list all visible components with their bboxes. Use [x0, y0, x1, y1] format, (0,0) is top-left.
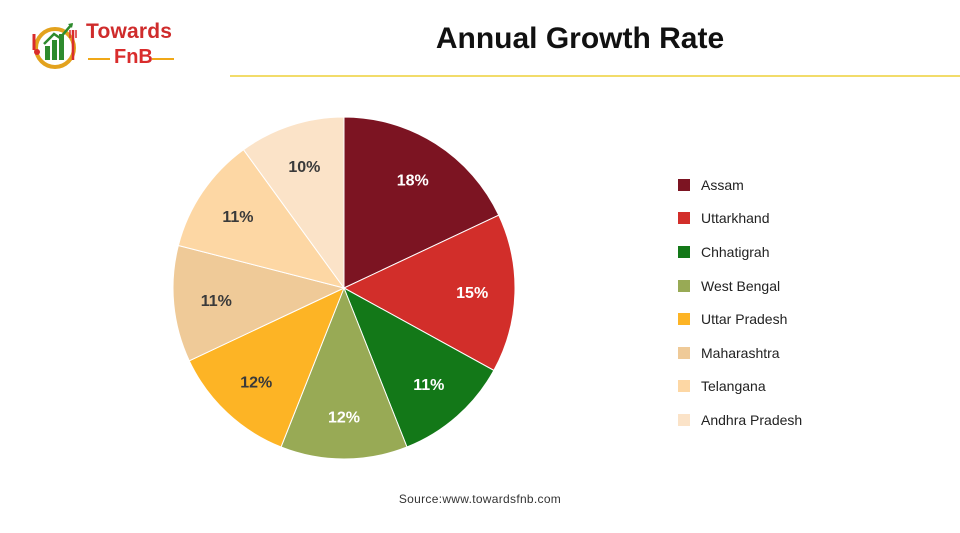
legend-label: Andhra Pradesh [701, 411, 803, 428]
legend-swatch [678, 178, 690, 191]
logo-wordmark-top: Towards [86, 20, 173, 43]
legend-label: Assam [701, 176, 744, 193]
pie-data-label-chhatigrah: 11% [413, 377, 444, 394]
legend-swatch [678, 380, 690, 393]
legend-item-andhra-pradesh: Andhra Pradesh [678, 403, 802, 437]
logo-dash-left [88, 58, 110, 60]
legend-label: Telangana [701, 378, 766, 395]
legend-item-assam: Assam [678, 168, 802, 202]
pie-slice-assam [343, 116, 500, 289]
legend-swatch [678, 313, 690, 326]
legend-label: Chhatigrah [701, 243, 770, 260]
pie-data-label-maharashtra: 11% [201, 293, 232, 310]
pie-slice-maharashtra [172, 244, 346, 362]
title-underline [230, 75, 960, 77]
pie-slice-andhra-pradesh [242, 116, 345, 290]
legend-swatch [678, 346, 690, 359]
pie-chart: 18% 15% 11% 12% 12% 11% 11% 10% [172, 116, 516, 460]
pie-data-label-andhra-pradesh: 10% [288, 159, 320, 176]
legend-label: West Bengal [701, 277, 781, 294]
logo-wordmark-bottom: FnB [114, 46, 153, 68]
food-growth-icon [32, 23, 77, 69]
pie-slice-chhatigrah [343, 286, 495, 448]
legend-swatch [678, 212, 690, 225]
pie-data-label-uttar-pradesh: 12% [240, 374, 272, 391]
pie-data-label-uttarkhand: 15% [456, 285, 488, 302]
legend-label: Maharashtra [701, 344, 780, 361]
legend-item-chhatigrah: Chhatigrah [678, 235, 802, 269]
legend-item-uttarkhand: Uttarkhand [678, 202, 802, 236]
chart-legend: Assam Uttarkhand Chhatigrah West Bengal Utta… [678, 168, 802, 437]
legend-label: Uttar Pradesh [701, 311, 788, 328]
legend-swatch [678, 413, 690, 426]
pie-data-label-west-bengal: 12% [328, 409, 360, 426]
legend-item-telangana: Telangana [678, 370, 802, 404]
logo-dash-right [152, 58, 174, 60]
pie-data-label-telangana: 11% [222, 209, 253, 226]
logo: Towards FnB [28, 12, 188, 74]
legend-swatch [678, 279, 690, 292]
source-note: Source:www.towardsfnb.com [398, 492, 562, 506]
pie-data-label-assam: 18% [397, 173, 429, 190]
pie-slice-uttarkhand [342, 214, 516, 372]
legend-swatch [678, 245, 690, 258]
legend-item-uttar-pradesh: Uttar Pradesh [678, 302, 802, 336]
pie-slice-west-bengal [280, 286, 408, 460]
chart-title: Annual Growth Rate [435, 22, 725, 55]
legend-label: Uttarkhand [701, 210, 770, 227]
legend-item-maharashtra: Maharashtra [678, 336, 802, 370]
pie-slice-uttar-pradesh [188, 287, 345, 448]
legend-item-west-bengal: West Bengal [678, 269, 802, 303]
pie-slice-telangana [177, 148, 346, 289]
